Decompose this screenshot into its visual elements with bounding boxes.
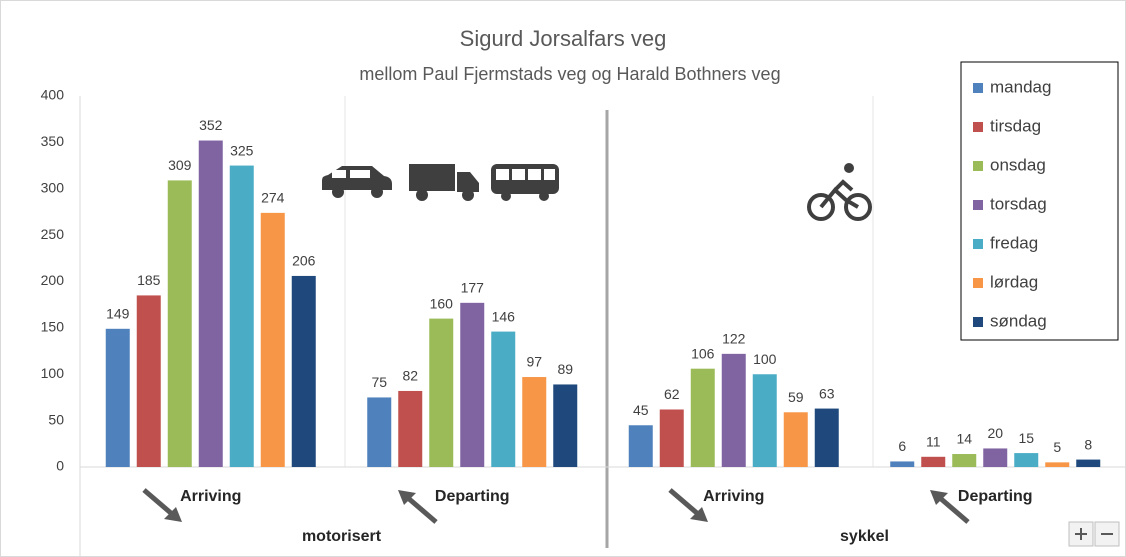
data-label: 63 [819,385,835,401]
bar [491,331,516,467]
bar [628,425,653,467]
data-label: 149 [106,306,130,322]
bar [398,390,423,467]
legend-label: søndag [990,311,1047,330]
bar [690,368,715,467]
data-label: 122 [722,331,746,347]
x-tick-label: Departing [958,488,1033,505]
group-label: sykkel [840,528,889,545]
y-tick-label: 200 [41,272,65,288]
direction-arrows [142,488,970,524]
legend-swatch [973,317,983,327]
legend-label: mandag [990,77,1051,96]
bar [522,377,547,467]
bar [983,448,1008,467]
data-label: 206 [292,253,316,269]
data-label: 14 [956,431,972,447]
bar [260,212,285,467]
data-label: 11 [926,434,941,450]
legend-swatch [973,161,983,171]
data-label: 100 [753,351,777,367]
vehicle-icons [322,164,559,201]
bar [136,295,161,467]
data-label: 8 [1084,436,1092,452]
y-tick-label: 250 [41,226,65,242]
data-label: 325 [230,142,254,158]
data-label: 274 [261,190,285,206]
data-label: 106 [691,345,715,361]
legend-label: torsdag [990,194,1047,213]
data-label: 20 [987,425,1003,441]
data-label: 75 [371,374,387,390]
legend-swatch [973,200,983,210]
bar [429,318,454,467]
y-tick-label: 350 [41,133,65,149]
y-tick-label: 0 [56,458,64,474]
data-label: 5 [1053,439,1061,455]
bar [952,454,977,467]
data-label: 82 [402,368,418,384]
zoom-buttons[interactable] [1068,521,1120,547]
bar [460,302,485,467]
bar [814,408,839,467]
legend-label: lørdag [990,272,1038,291]
bar [1076,459,1101,467]
y-tick-label: 50 [48,411,64,427]
bar [1045,462,1070,467]
data-label: 59 [788,389,804,405]
x-tick-label: Arriving [703,488,764,505]
bar [167,180,192,467]
bar [1014,453,1039,467]
chart-title: Sigurd Jorsalfars veg [460,26,667,51]
data-label: 185 [137,272,161,288]
data-label: 89 [557,361,573,377]
bar [198,140,223,467]
legend-label: fredag [990,233,1038,252]
bar [752,374,777,467]
y-tick-label: 150 [41,319,65,335]
data-label: 160 [430,295,454,311]
legend-label: onsdag [990,155,1046,174]
bar [367,397,392,467]
bar [890,461,915,467]
data-label: 177 [461,280,485,296]
legend-swatch [973,278,983,288]
bar [229,165,254,467]
bar [659,409,684,467]
bicycle-icon [807,163,872,221]
chart-subtitle: mellom Paul Fjermstads veg og Harald Bot… [359,64,780,84]
y-tick-label: 300 [41,179,65,195]
legend-swatch [973,122,983,132]
legend-swatch [973,239,983,249]
bar [721,353,746,467]
bar [921,456,946,467]
x-tick-label: Departing [435,488,510,505]
data-label: 15 [1018,430,1034,446]
data-label: 45 [633,402,649,418]
data-label: 62 [664,386,680,402]
data-label: 97 [526,354,542,370]
bar [783,412,808,467]
legend-label: tirsdag [990,116,1041,135]
bar [105,328,130,467]
data-label: 146 [492,308,516,324]
group-label: motorisert [302,528,382,545]
bar [291,275,316,467]
legend-swatch [973,83,983,93]
legend-box [960,61,1119,341]
bar [553,384,578,467]
y-tick-label: 400 [41,87,65,103]
data-label: 309 [168,157,192,173]
y-tick-label: 100 [41,365,65,381]
data-label: 352 [199,117,223,133]
data-label: 6 [898,438,906,454]
x-tick-label: Arriving [180,488,241,505]
